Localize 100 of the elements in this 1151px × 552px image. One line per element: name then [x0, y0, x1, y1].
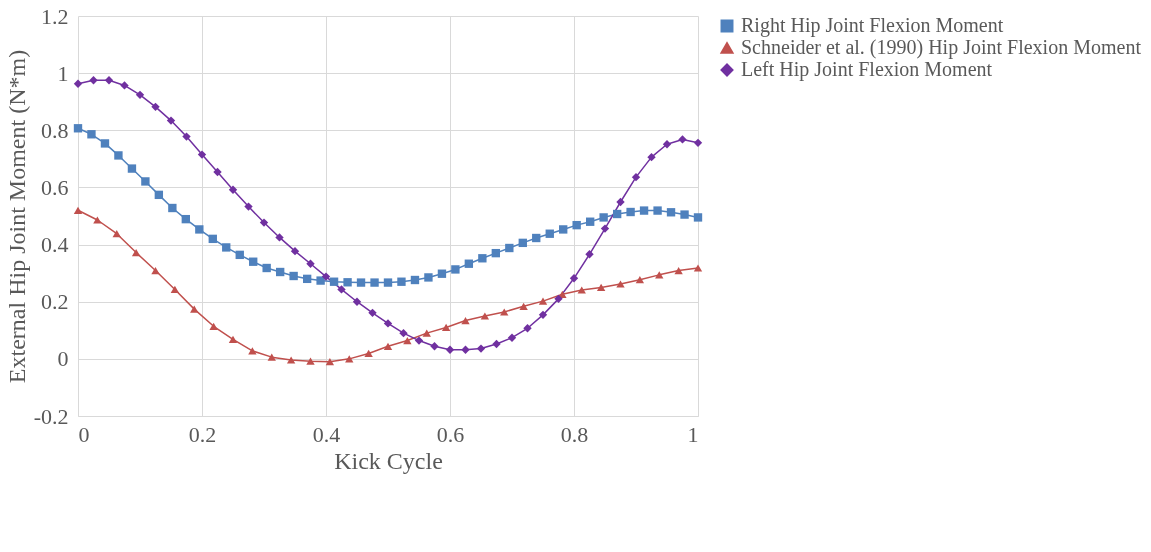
point: [422, 329, 431, 337]
point: [73, 124, 83, 133]
point: [235, 250, 244, 260]
point: [286, 356, 296, 364]
point: [141, 177, 150, 186]
point: [383, 342, 393, 350]
point: [538, 297, 548, 305]
point: [519, 302, 528, 310]
x-tick-label: 0: [78, 421, 90, 447]
x-tick-label: 0.2: [188, 421, 217, 447]
x-tick-label: 0.6: [436, 421, 465, 447]
point: [693, 264, 703, 272]
point: [430, 342, 439, 351]
point: [275, 233, 284, 242]
point: [181, 214, 190, 224]
point: [151, 102, 160, 112]
y-tick-label: 0.6: [41, 174, 69, 200]
point: [73, 206, 83, 214]
point: [461, 345, 470, 354]
point: [112, 230, 121, 238]
point: [424, 273, 433, 282]
point: [577, 286, 586, 294]
y-tick-label: 0.2: [41, 289, 69, 315]
point: [414, 336, 424, 345]
point: [635, 276, 645, 284]
point: [596, 283, 606, 292]
point: [572, 220, 581, 230]
point: [399, 328, 408, 338]
point: [491, 248, 500, 258]
point: [478, 254, 487, 263]
x-tick-label: 1: [687, 421, 699, 447]
point: [451, 265, 460, 274]
point: [403, 336, 412, 345]
point: [93, 216, 102, 224]
point: [461, 316, 470, 325]
point: [678, 135, 687, 144]
point: [276, 267, 285, 277]
point: [262, 263, 271, 273]
point: [73, 79, 83, 88]
point: [383, 319, 393, 328]
x-axis-title: Kick Cycle: [334, 447, 443, 474]
point: [208, 234, 217, 244]
point: [437, 269, 447, 278]
legend-label: Schneider et al. (1990) Hip Joint Flexion Moment: [741, 36, 1142, 59]
point: [364, 349, 373, 358]
point: [289, 271, 298, 281]
point: [586, 217, 595, 226]
point: [170, 285, 180, 294]
point: [154, 190, 164, 200]
point: [209, 322, 218, 330]
x-tick-label: 0.8: [560, 421, 589, 447]
point: [480, 312, 490, 320]
y-tick-label: 1.2: [41, 3, 69, 29]
point: [538, 310, 548, 320]
point: [131, 248, 141, 257]
point: [213, 167, 222, 177]
point: [464, 259, 474, 268]
point: [523, 324, 532, 333]
point: [228, 185, 238, 194]
point: [368, 308, 377, 318]
point: [616, 197, 625, 207]
point: [445, 345, 455, 354]
point: [87, 130, 96, 139]
y-tick-label: 0: [57, 346, 69, 372]
point: [356, 278, 366, 287]
point: [559, 225, 568, 234]
point: [626, 207, 635, 217]
point: [612, 209, 622, 219]
point: [343, 278, 352, 287]
point: [259, 218, 269, 227]
legend-label: Left Hip Joint Flexion Moment: [741, 58, 993, 81]
point: [492, 339, 501, 349]
point: [500, 308, 509, 316]
point: [505, 243, 514, 253]
point: [532, 233, 541, 243]
point: [441, 323, 451, 332]
point: [100, 139, 110, 148]
point: [151, 266, 160, 275]
y-tick-label: 1: [57, 60, 69, 86]
point: [325, 358, 335, 366]
point: [306, 357, 315, 365]
point: [228, 335, 238, 344]
point: [674, 266, 683, 275]
point: [337, 285, 346, 294]
point: [616, 280, 625, 288]
y-axis-title: External Hip Joint Moment (N*m): [3, 49, 30, 384]
point: [168, 203, 177, 213]
point: [545, 229, 554, 238]
point: [352, 297, 362, 306]
point: [114, 151, 123, 160]
x-tick-label: 0.4: [312, 421, 341, 447]
point: [302, 274, 312, 284]
y-tick-label: -0.2: [33, 403, 69, 429]
y-tick-label: 0.8: [41, 117, 69, 143]
point: [89, 76, 98, 85]
point: [104, 76, 114, 85]
point: [631, 172, 641, 182]
point: [639, 206, 649, 215]
point: [599, 213, 608, 222]
point: [190, 305, 199, 313]
